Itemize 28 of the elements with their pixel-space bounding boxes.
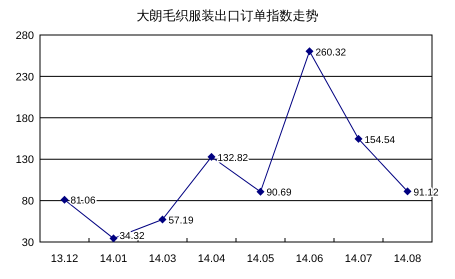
title: 大朗毛织服装出口订单指数走势 [136,8,318,23]
y-tick-label: 80 [22,196,34,208]
y-tick-label: 230 [16,71,34,84]
data-label: 90.69 [266,188,292,199]
data-label: 57.19 [168,215,194,226]
y-tick-label: 30 [22,237,34,249]
point [354,134,362,143]
x-tick-label: 14.07 [344,253,372,265]
point [404,187,412,196]
point [306,47,314,56]
x-tick-label: 14.06 [296,253,324,265]
y-tick-label: 280 [16,30,34,42]
x-tick-label: 14.08 [394,253,422,265]
point [60,196,68,204]
point [256,188,264,196]
x-tick-label: 14.05 [246,253,274,265]
data-label: 260.32 [316,47,347,58]
y-tick-label: 130 [16,154,34,166]
y-tick-label: 180 [16,112,34,125]
x-tick-label: 14.01 [100,253,128,265]
point [208,152,216,161]
x-tick-label: 13.12 [50,253,78,265]
data-label: 34.32 [120,231,145,242]
data-label: 154.54 [364,134,396,146]
x-tick-label: 14.03 [148,253,176,265]
x-tick-label: 14.04 [198,253,226,265]
point [158,215,166,224]
point [110,234,118,242]
